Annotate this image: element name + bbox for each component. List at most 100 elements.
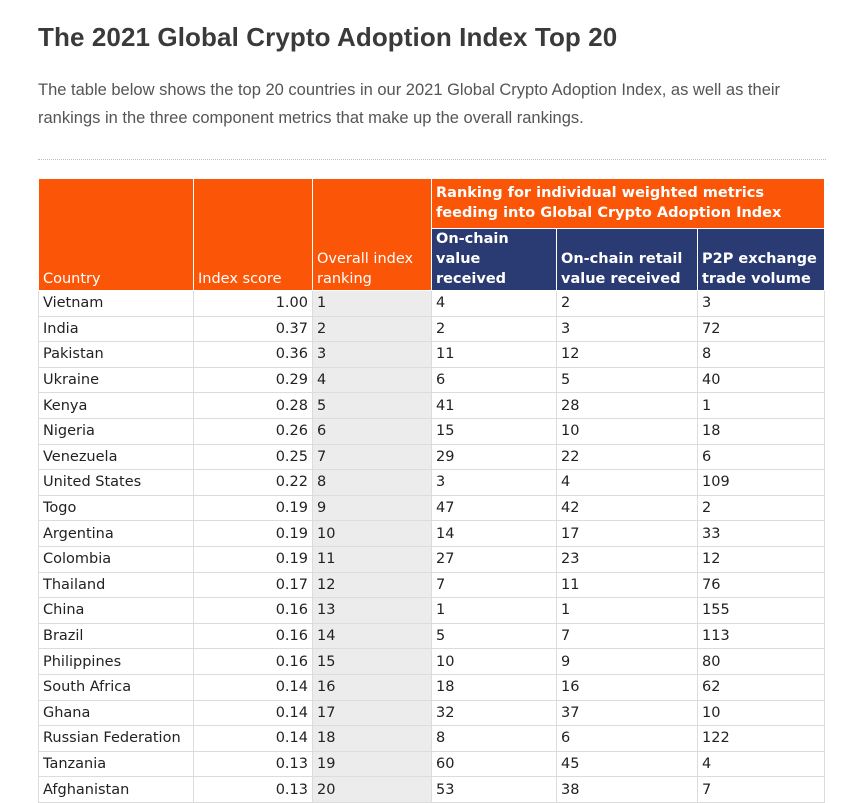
onchain-retail-cell: 3	[556, 315, 698, 343]
onchain-value-cell: 2	[431, 315, 557, 343]
onchain-retail-cell: 9	[556, 648, 698, 675]
index-score-cell: 0.19	[193, 494, 313, 522]
overall-rank-cell: 13	[312, 597, 432, 624]
onchain-retail-cell: 6	[556, 725, 698, 752]
header-index-score: Index score	[193, 178, 313, 291]
onchain-value-cell: 47	[431, 494, 557, 522]
onchain-value-cell: 4	[431, 290, 557, 317]
onchain-value-cell: 41	[431, 392, 557, 419]
p2p-volume-cell: 155	[696, 597, 826, 624]
index-score-cell: 0.19	[193, 545, 313, 573]
p2p-volume-cell: 8	[696, 341, 826, 368]
onchain-retail-cell: 4	[556, 469, 698, 496]
onchain-value-cell: 11	[431, 341, 557, 368]
onchain-value-cell: 32	[431, 699, 557, 727]
overall-rank-cell: 4	[312, 366, 432, 394]
country-cell: Togo	[38, 494, 194, 522]
onchain-value-cell: 27	[431, 545, 557, 573]
p2p-volume-cell: 40	[696, 366, 826, 394]
onchain-retail-cell: 22	[556, 443, 698, 471]
country-cell: Kenya	[38, 392, 194, 419]
index-score-cell: 0.17	[193, 571, 313, 599]
country-cell: Thailand	[38, 571, 194, 599]
table-row: Russian Federation 0.14 18 8 6 122	[38, 725, 826, 752]
overall-rank-cell: 19	[312, 750, 432, 778]
overall-rank-cell: 5	[312, 392, 432, 419]
header-onchain-value: On-chain value received	[431, 228, 557, 291]
p2p-volume-cell: 33	[696, 520, 826, 547]
p2p-volume-cell: 80	[696, 648, 826, 675]
overall-rank-cell: 7	[312, 443, 432, 471]
onchain-retail-cell: 16	[556, 673, 698, 701]
table-row: Tanzania 0.13 19 60 45 4	[38, 750, 826, 778]
index-score-cell: 0.14	[193, 673, 313, 701]
onchain-value-cell: 5	[431, 622, 557, 650]
article: The 2021 Global Crypto Adoption Index To…	[38, 22, 826, 803]
country-cell: Ukraine	[38, 366, 194, 394]
onchain-value-cell: 18	[431, 673, 557, 701]
onchain-retail-cell: 37	[556, 699, 698, 727]
onchain-value-cell: 8	[431, 725, 557, 752]
overall-rank-cell: 8	[312, 469, 432, 496]
table-row: China 0.16 13 1 1 155	[38, 597, 826, 624]
onchain-value-cell: 14	[431, 520, 557, 547]
p2p-volume-cell: 76	[696, 571, 826, 599]
p2p-volume-cell: 4	[696, 750, 826, 778]
header-metrics-group: Ranking for individual weighted metrics …	[430, 178, 826, 229]
country-cell: Pakistan	[38, 341, 194, 368]
index-score-cell: 0.13	[193, 750, 313, 778]
table-row: Pakistan 0.36 3 11 12 8	[38, 341, 826, 368]
onchain-retail-cell: 12	[556, 341, 698, 368]
table-row: Colombia 0.19 11 27 23 12	[38, 545, 826, 573]
overall-rank-cell: 16	[312, 673, 432, 701]
country-cell: Nigeria	[38, 417, 194, 445]
table-row: Philippines 0.16 15 10 9 80	[38, 648, 826, 675]
p2p-volume-cell: 18	[696, 417, 826, 445]
country-cell: Venezuela	[38, 443, 194, 471]
country-cell: Ghana	[38, 699, 194, 727]
onchain-value-cell: 6	[431, 366, 557, 394]
onchain-retail-cell: 2	[556, 290, 698, 317]
intro-paragraph: The table below shows the top 20 countri…	[38, 81, 781, 127]
country-cell: India	[38, 315, 194, 343]
table-row: Venezuela 0.25 7 29 22 6	[38, 443, 826, 471]
index-score-cell: 0.37	[193, 315, 313, 343]
divider	[38, 159, 826, 160]
p2p-volume-cell: 1	[696, 392, 826, 419]
onchain-retail-cell: 10	[556, 417, 698, 445]
table-row: Kenya 0.28 5 41 28 1	[38, 392, 826, 419]
page-title: The 2021 Global Crypto Adoption Index To…	[38, 22, 618, 52]
overall-rank-cell: 1	[312, 290, 432, 317]
index-score-cell: 1.00	[193, 290, 313, 317]
onchain-value-cell: 7	[431, 571, 557, 599]
country-cell: Tanzania	[38, 750, 194, 778]
index-score-cell: 0.16	[193, 648, 313, 675]
country-cell: China	[38, 597, 194, 624]
country-cell: United States	[38, 469, 194, 496]
country-cell: Brazil	[38, 622, 194, 650]
p2p-volume-cell: 72	[696, 315, 826, 343]
table-header: Country Index score Overall index rankin…	[38, 178, 826, 291]
header-p2p-volume: P2P exchange trade volume	[696, 228, 826, 291]
overall-rank-cell: 15	[312, 648, 432, 675]
index-score-cell: 0.25	[193, 443, 313, 471]
table-row: Ghana 0.14 17 32 37 10	[38, 699, 826, 727]
overall-rank-cell: 6	[312, 417, 432, 445]
table-row: India 0.37 2 2 3 72	[38, 315, 826, 343]
index-score-cell: 0.29	[193, 366, 313, 394]
index-score-cell: 0.16	[193, 597, 313, 624]
table-row: Brazil 0.16 14 5 7 113	[38, 622, 826, 650]
onchain-value-cell: 29	[431, 443, 557, 471]
index-score-cell: 0.22	[193, 469, 313, 496]
p2p-volume-cell: 6	[696, 443, 826, 471]
country-cell: Russian Federation	[38, 725, 194, 752]
p2p-volume-cell: 113	[696, 622, 826, 650]
index-score-cell: 0.14	[193, 699, 313, 727]
adoption-index-table: Country Index score Overall index rankin…	[38, 178, 826, 803]
index-score-cell: 0.14	[193, 725, 313, 752]
header-row-metrics: On-chain value received On-chain retail …	[39, 228, 826, 291]
table-row: United States 0.22 8 3 4 109	[38, 469, 826, 496]
p2p-volume-cell: 10	[696, 699, 826, 727]
table-row: Ukraine 0.29 4 6 5 40	[38, 366, 826, 394]
table-row: South Africa 0.14 16 18 16 62	[38, 673, 826, 701]
